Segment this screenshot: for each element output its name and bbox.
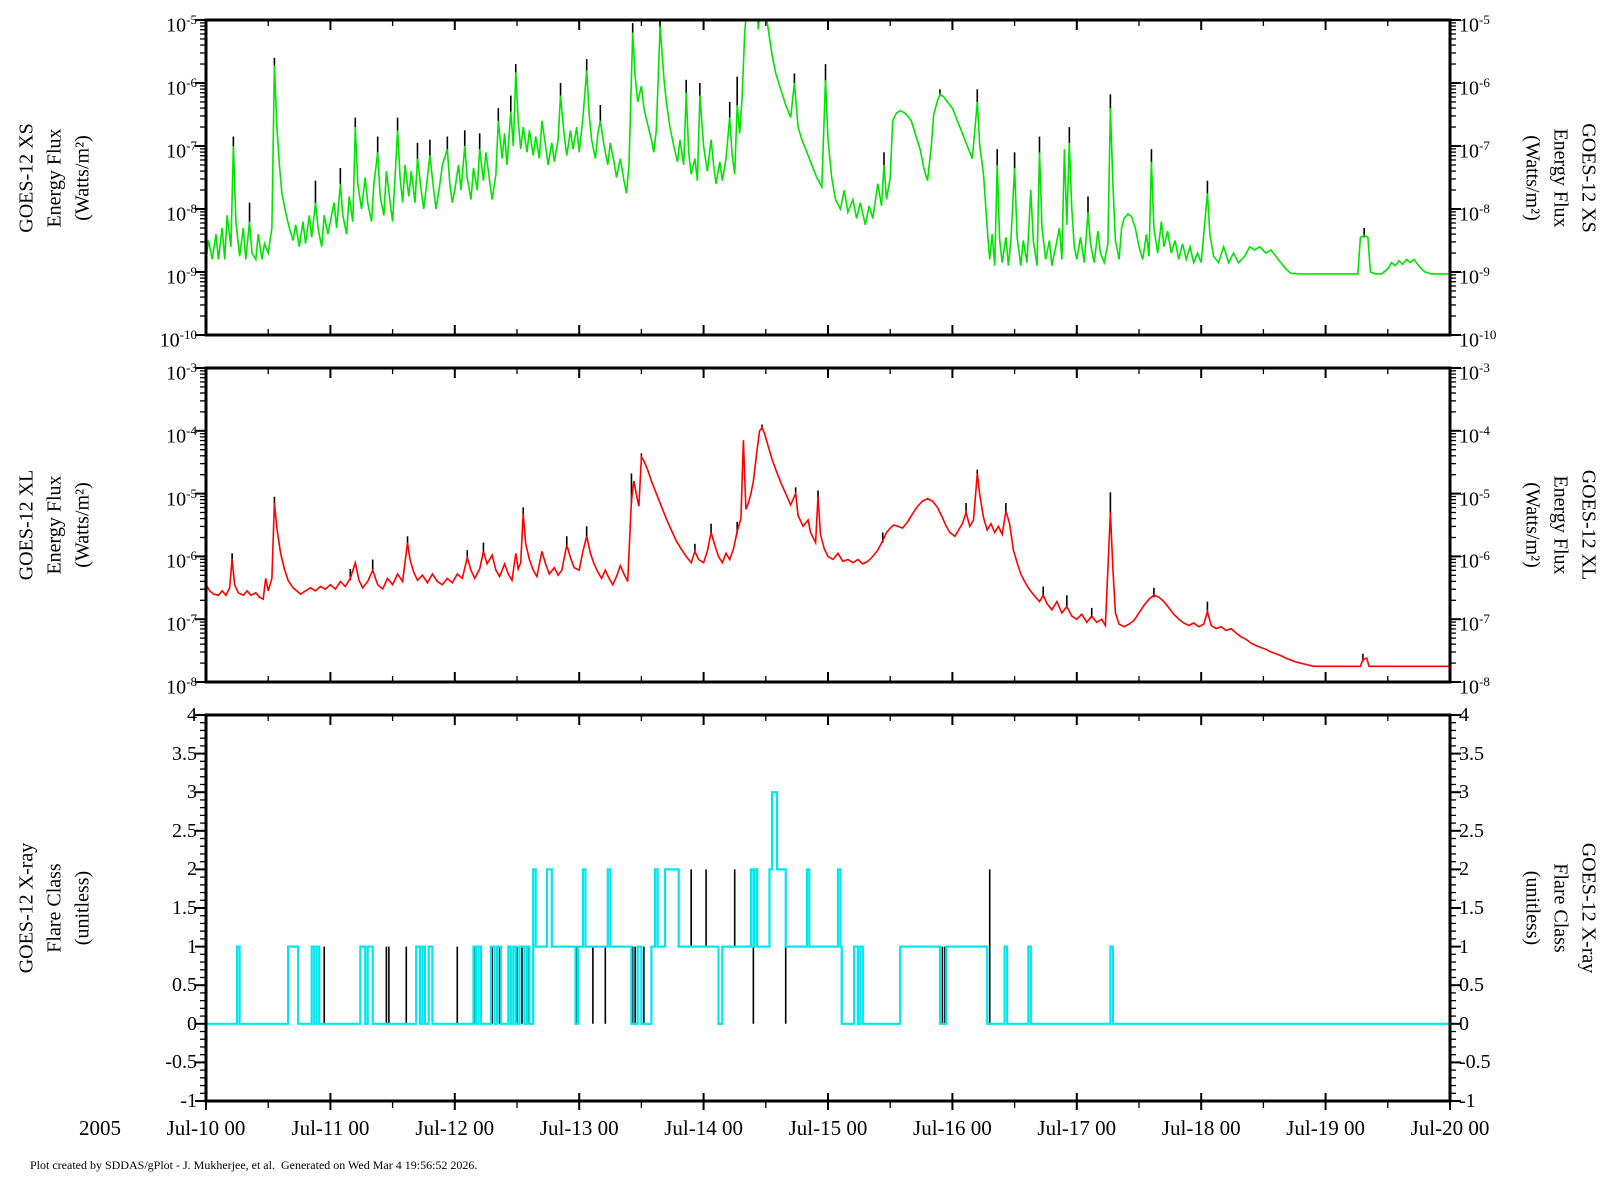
goes12-flare-class-y-tick-label-left: 0.5	[172, 974, 197, 997]
goes12-xs-trace	[206, 20, 1450, 275]
goes12-flare-class-y-tick-label-right: 1.5	[1459, 897, 1484, 919]
goes12-xl-axis-title-right-line2: Energy Flux	[1549, 475, 1572, 575]
goes12-xl-y-tick-label-right: 10-3	[1459, 360, 1490, 385]
x-tick-label: Jul-11 00	[291, 1116, 370, 1140]
x-tick-label: Jul-20 00	[1410, 1116, 1490, 1140]
goes12-flare-class-y-tick-label-left: 2.5	[172, 819, 197, 842]
goes12-flare-class-trace	[206, 791, 1450, 1025]
goes12-xs-y-tick-label-left: 10-6	[166, 75, 197, 100]
goes12-flare-class-y-tick-label-right: 3.5	[1459, 742, 1484, 765]
goes12-xs-panel-border	[204, 18, 1452, 337]
x-tick-label: Jul-14 00	[664, 1116, 743, 1140]
goes12-flare-class-axis-title-left-line3: (unitless)	[71, 870, 94, 946]
goes12-flare-class-y-tick-label-right: 3	[1459, 781, 1469, 804]
goes12-xs-axis-title-left-line2: Energy Flux	[43, 127, 66, 228]
goes12-xs-y-tick-label-left: 10-9	[166, 264, 197, 289]
goes12-flare-class-y-tick-label-right: 0	[1459, 1012, 1469, 1035]
goes12-flare-class-y-tick-label-left: 0	[187, 1012, 197, 1035]
goes12-flare-class-y-tick-label-left: 1.5	[172, 897, 197, 919]
goes12-xs-y-tick-label-left: 10-8	[166, 201, 197, 226]
goes12-xs-y-tick-label-left: 10-7	[166, 138, 197, 163]
goes12-flare-class-y-tick-label-right: 4	[1459, 704, 1469, 726]
goes12-flare-class-y-tick-label-right: 2.5	[1459, 819, 1484, 842]
x-tick-label: Jul-17 00	[1037, 1116, 1117, 1140]
goes12-flare-class-y-tick-label-right: 0.5	[1459, 974, 1484, 997]
goes12-flare-class-y-tick-label-left: 3.5	[172, 742, 197, 765]
goes12-flare-class-axis-title-right-line1: GOES-12 X-ray	[1577, 842, 1600, 974]
goes12-xl-panel-border	[204, 366, 1452, 684]
goes12-xs-axis-title-left-line1: GOES-12 XS	[15, 122, 38, 233]
goes12-xs-y-tick-label-right: 10-8	[1459, 201, 1490, 226]
goes12-xl-y-tick-label-left: 10-6	[166, 548, 197, 574]
goes12-flare-class-axis-title-right-line3: (unitless)	[1521, 870, 1544, 946]
goes12-xs-series-group	[206, 20, 1450, 275]
goes12-flare-class-y-tick-label-left: -0.5	[165, 1051, 197, 1074]
goes12-flare-class-y-tick-label-right: -1	[1459, 1090, 1476, 1112]
goes12-xs-y-tick-label-right: 10-5	[1459, 12, 1490, 37]
x-tick-label: Jul-16 00	[913, 1116, 992, 1140]
goes12-xs-axis-title-right-line1: GOES-12 XS	[1577, 122, 1600, 233]
goes12-flare-class-axis-title-left-line2: Flare Class	[43, 863, 66, 953]
goes12-flare-class-y-tick-label-left: 3	[187, 781, 197, 804]
goes12-flare-class-axis-title-right-line2: Flare Class	[1549, 863, 1572, 953]
goes12-xl-axis-title-left-line2: Energy Flux	[43, 475, 66, 575]
goes12-flare-class-y-tick-label-left: 2	[187, 858, 197, 881]
goes12-xl-y-tick-label-right: 10-8	[1459, 674, 1490, 699]
goes12-xl-y-tick-label-left: 10-7	[166, 611, 197, 636]
goes12-xl-y-tick-label-left: 10-5	[166, 485, 197, 511]
goes12-xl-y-tick-label-left: 10-8	[166, 674, 197, 699]
goes12-flare-class-y-tick-label-right: 2	[1459, 858, 1469, 881]
goes12-xl-axis-title-right-line3: (Watts/m²)	[1521, 482, 1544, 568]
x-tick-label: Jul-18 00	[1161, 1116, 1241, 1140]
goes12-flare-class-y-tick-label-left: 1	[187, 935, 197, 958]
goes12-xl-y-tick-label-left: 10-3	[166, 360, 197, 385]
goes12-xs-y-tick-label-right: 10-9	[1459, 264, 1490, 289]
goes12-xs-y-tick-label-left: 10-10	[159, 327, 197, 352]
x-tick-label: Jul-12 00	[415, 1116, 495, 1140]
goes12-xl-axis-title-right-line1: GOES-12 XL	[1577, 469, 1600, 581]
x-tick-label: Jul-13 00	[539, 1116, 619, 1140]
x-tick-label: Jul-10 00	[166, 1116, 246, 1140]
goes12-flare-class-y-tick-label-right: 1	[1459, 935, 1469, 958]
goes12-xl-y-tick-label-right: 10-7	[1459, 611, 1490, 636]
x-axis-year-label: 2005	[79, 1116, 121, 1140]
goes12-xs-y-tick-label-right: 10-7	[1459, 138, 1490, 163]
footer-credit: Plot created by SDDAS/gPlot - J. Mukherj…	[30, 1158, 478, 1172]
goes12-xl-y-tick-label-right: 10-6	[1459, 548, 1490, 574]
goes12-xs-y-tick-label-left: 10-5	[166, 12, 197, 37]
goes12-flare-class-panel-border	[204, 713, 1452, 1103]
goes12-xs-axis-title-right-line2: Energy Flux	[1549, 127, 1572, 228]
goes12-flare-class-y-tick-label-left: 4	[187, 704, 197, 726]
goes12-xl-y-tick-label-right: 10-4	[1459, 422, 1490, 448]
goes12-xl-trace	[206, 426, 1450, 668]
x-tick-label: Jul-19 00	[1286, 1116, 1365, 1140]
goes12-flare-class-axis-title-left-line1: GOES-12 X-ray	[15, 842, 38, 974]
goes12-xs-y-tick-label-right: 10-6	[1459, 75, 1490, 100]
x-tick-label: Jul-15 00	[788, 1116, 868, 1140]
goes12-xl-y-tick-label-right: 10-5	[1459, 485, 1490, 511]
goes12-flare-class-y-tick-label-right: -0.5	[1459, 1051, 1491, 1074]
goes12-xs-axis-title-left-line3: (Watts/m²)	[71, 134, 94, 221]
goes12-xl-series-group	[206, 424, 1450, 668]
goes12-flare-class-y-tick-label-left: -1	[180, 1090, 197, 1112]
goes12-xs-y-tick-label-right: 10-10	[1459, 327, 1497, 352]
goes12-xl-y-tick-label-left: 10-4	[166, 422, 197, 448]
goes12-flare-class-series-group	[206, 791, 1450, 1025]
goes12-xl-axis-title-left-line3: (Watts/m²)	[71, 482, 94, 568]
goes12-xl-axis-title-left-line1: GOES-12 XL	[15, 469, 38, 581]
goes12-xs-axis-title-right-line3: (Watts/m²)	[1521, 134, 1544, 221]
